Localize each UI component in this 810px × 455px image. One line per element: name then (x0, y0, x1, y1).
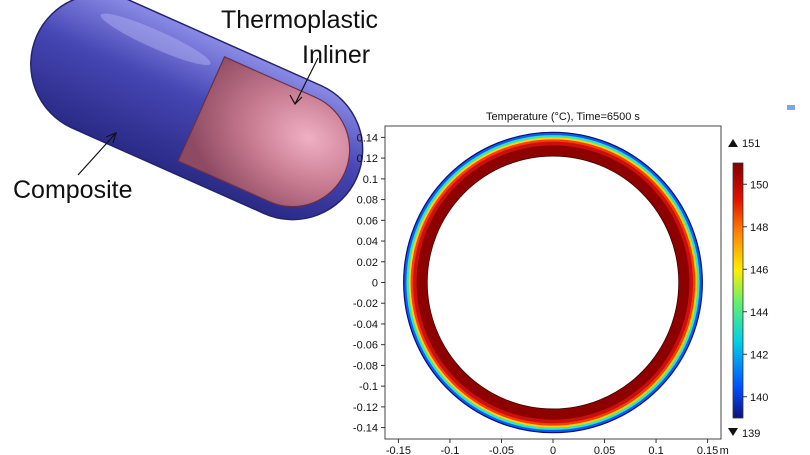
x-tick-label: 0.1 (648, 445, 663, 455)
pressure-vessel-illustration (30, 0, 364, 221)
x-tick-label: -0.1 (440, 445, 459, 455)
composite-arrow (77, 132, 117, 176)
plot-title: Temperature (°C), Time=6500 s (486, 111, 640, 123)
thermoplastic-inliner (177, 56, 351, 208)
x-axis-ticks: -0.15 -0.1 -0.05 0 0.05 0.1 0.15 m (386, 439, 729, 455)
y-tick-label: -0.02 (353, 298, 378, 310)
y-tick-label: -0.1 (359, 381, 378, 393)
colorbar-max-label: 151 (742, 138, 760, 150)
min-triangle-icon (728, 428, 738, 436)
y-tick-label: 0.08 (357, 195, 378, 207)
colorbar-tick-label: 148 (750, 222, 768, 234)
ring-outer-boundary (403, 131, 703, 434)
x-tick-label: -0.15 (386, 445, 411, 455)
y-tick-label: 0.04 (357, 236, 378, 248)
ring-inner-boundary (426, 155, 680, 410)
colorbar-tick-label: 150 (750, 179, 768, 191)
composite-highlight (100, 13, 211, 66)
y-tick-label: 0.02 (357, 257, 378, 269)
colorbar-ticks: 150 148 146 144 142 140 (743, 179, 768, 404)
max-triangle-icon (728, 139, 738, 147)
x-tick-label: 0.15 (697, 445, 718, 455)
y-tick-label: 0 (372, 278, 378, 290)
colorbar-tick-label: 144 (750, 307, 768, 319)
colorbar-tick-label: 142 (750, 349, 768, 361)
y-tick-label: -0.08 (353, 360, 378, 372)
x-tick-label: 0 (550, 445, 556, 455)
colorbar-tick-label: 140 (750, 392, 768, 404)
y-tick-label: 0.12 (357, 153, 378, 165)
y-axis-ticks: 0.14 0.12 0.1 0.08 0.06 0.04 0.02 0 -0.02 -0.04 -0… (353, 132, 385, 435)
y-tick-label: 0.06 (357, 215, 378, 227)
composite-label: Composite (13, 176, 133, 204)
y-tick-label: -0.14 (353, 423, 378, 435)
y-tick-label: -0.06 (353, 340, 378, 352)
thermoplastic-arrow (294, 57, 319, 105)
y-tick-label: 0.14 (357, 132, 378, 144)
x-unit-label: m (720, 445, 729, 455)
colorbar (732, 162, 744, 419)
x-tick-label: -0.05 (489, 445, 514, 455)
inliner-label: Inliner (302, 41, 371, 69)
y-tick-label: -0.12 (353, 402, 378, 414)
x-tick-label: 0.05 (594, 445, 615, 455)
thermoplastic-label: Thermoplastic (221, 6, 378, 34)
temperature-ring (403, 131, 703, 434)
colorbar-tick-label: 146 (750, 264, 768, 276)
colorbar-min-label: 139 (742, 428, 760, 440)
corner-mark-icon (787, 105, 795, 110)
y-tick-label: -0.04 (353, 319, 378, 331)
y-tick-label: 0.1 (363, 174, 378, 186)
